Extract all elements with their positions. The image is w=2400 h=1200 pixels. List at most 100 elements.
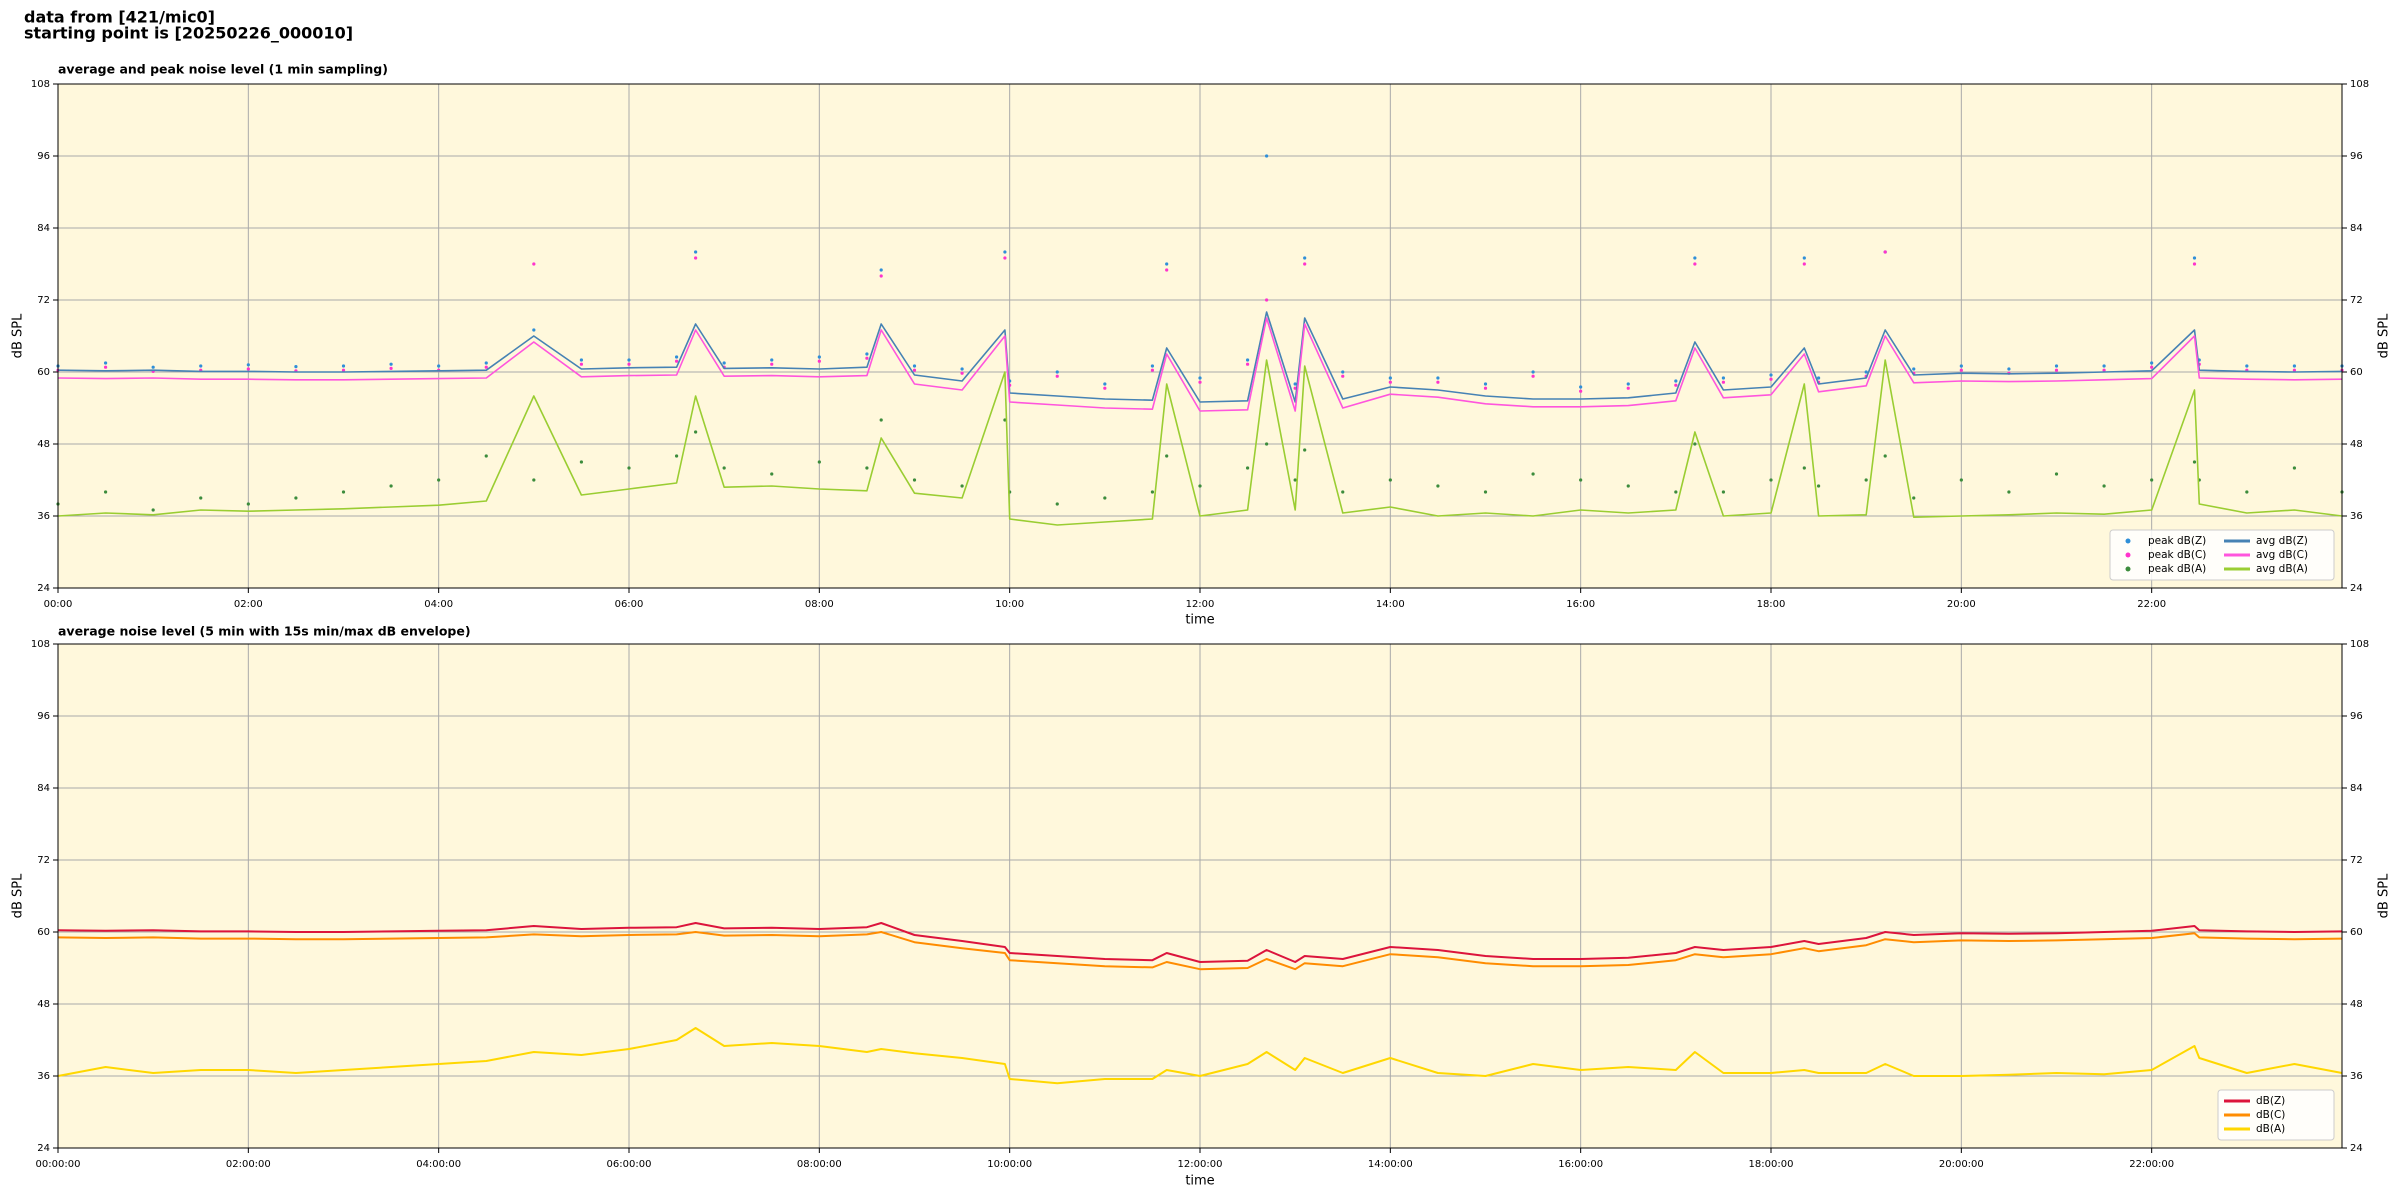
y-tick-label: 108: [31, 639, 50, 650]
y2-tick-label: 96: [2350, 151, 2363, 162]
peak-dot: [817, 359, 821, 363]
peak-dot: [2192, 262, 2197, 266]
peak-dot: [1769, 373, 1773, 377]
peak-dot: [1003, 256, 1007, 260]
peak-dot: [2007, 490, 2011, 494]
peak-dot: [151, 508, 155, 512]
peak-dot: [1303, 448, 1307, 452]
peak-dot: [2150, 365, 2154, 369]
peak-dot: [246, 367, 250, 371]
x-tick-label: 16:00:00: [1558, 1159, 1603, 1170]
peak-dot: [103, 361, 108, 365]
x-tick-label: 00:00:00: [36, 1159, 81, 1170]
peak-dot: [1531, 374, 1535, 378]
peak-dot: [1165, 262, 1169, 266]
peak-dot: [1341, 370, 1345, 374]
x-tick-label: 04:00: [424, 599, 453, 610]
peak-dot: [1303, 262, 1307, 266]
y-tick-label: 96: [37, 711, 50, 722]
peak-dot: [1579, 478, 1583, 482]
y-tick-label: 96: [37, 151, 50, 162]
legend-label: peak dB(A): [2148, 563, 2206, 575]
peak-dot: [151, 365, 155, 369]
peak-dot: [1531, 472, 1535, 476]
y2-tick-label: 36: [2350, 511, 2363, 522]
peak-dot: [1388, 478, 1392, 482]
x-tick-label: 10:00: [995, 599, 1024, 610]
x-tick-label: 02:00: [234, 599, 263, 610]
peak-dot: [484, 361, 488, 365]
peak-dot: [389, 362, 393, 366]
peak-dot: [770, 358, 774, 362]
peak-dot: [294, 365, 298, 369]
peak-dot: [627, 466, 631, 470]
peak-dot: [1693, 256, 1697, 260]
peak-dot: [532, 262, 536, 266]
peak-dot: [1959, 368, 1963, 372]
peak-dot: [294, 496, 298, 500]
y-tick-label: 72: [37, 855, 50, 866]
peak-dot: [1816, 484, 1821, 488]
y-tick-label: 24: [37, 583, 50, 594]
peak-dot: [1912, 496, 1916, 500]
peak-dot: [341, 368, 346, 372]
peak-dot: [1483, 386, 1488, 390]
x-tick-label: 12:00: [1186, 599, 1215, 610]
x-tick-label: 04:00:00: [416, 1159, 461, 1170]
peak-dot: [484, 454, 488, 458]
x-tick-label: 18:00:00: [1749, 1159, 1794, 1170]
peak-dot: [1483, 490, 1488, 494]
peak-dot: [694, 250, 698, 254]
peak-dot: [1693, 442, 1697, 446]
peak-dot: [1674, 383, 1678, 387]
peak-dot: [1769, 377, 1773, 381]
peak-dot: [1293, 382, 1297, 386]
peak-dot: [1721, 380, 1726, 384]
peak-dot: [722, 466, 726, 470]
peak-dot: [1959, 478, 1963, 482]
series-line: [57, 311, 2343, 403]
x-tick-label: 14:00: [1376, 599, 1405, 610]
peak-dot: [1198, 376, 1202, 380]
peak-dot: [1165, 454, 1169, 458]
peak-dot: [1864, 478, 1868, 482]
peak-dot: [879, 268, 883, 272]
peak-dot: [1864, 370, 1868, 374]
peak-dot: [1816, 376, 1821, 380]
peak-dot: [2192, 256, 2197, 260]
peak-dot: [2102, 368, 2106, 372]
peak-dot: [1150, 368, 1155, 372]
peak-dot: [1150, 490, 1155, 494]
y2-tick-label: 72: [2350, 295, 2363, 306]
peak-dot: [103, 365, 108, 369]
peak-dot: [1883, 250, 1887, 254]
y-tick-label: 60: [37, 367, 50, 378]
peak-dot: [1198, 484, 1202, 488]
peak-dot: [1003, 250, 1007, 254]
peak-dot: [1483, 382, 1488, 386]
peak-dot: [2292, 364, 2297, 368]
peak-dot: [1436, 376, 1440, 380]
legend-label: avg dB(Z): [2256, 535, 2308, 547]
legend-label: dB(C): [2256, 1109, 2285, 1121]
peak-dot: [1626, 386, 1630, 390]
peak-dot: [865, 356, 869, 360]
peak-dot: [1245, 358, 1250, 362]
peak-dot: [1674, 379, 1678, 383]
peak-dot: [1265, 442, 1269, 446]
x-tick-label: 06:00:00: [607, 1159, 652, 1170]
peak-dot: [1303, 256, 1307, 260]
peak-dot: [1198, 380, 1202, 384]
legend-label: peak dB(C): [2148, 549, 2206, 561]
x-tick-label: 22:00:00: [2129, 1159, 2174, 1170]
chart-title: average and peak noise level (1 min samp…: [58, 62, 388, 77]
legend-label: peak dB(Z): [2148, 535, 2206, 547]
peak-dot: [770, 472, 774, 476]
legend-marker: [2125, 552, 2131, 558]
x-tick-label: 08:00: [805, 599, 834, 610]
peak-dot: [1245, 362, 1250, 366]
y2-tick-label: 96: [2350, 711, 2363, 722]
peak-dot: [1436, 380, 1440, 384]
peak-dot: [1579, 385, 1583, 389]
peak-dot: [1693, 262, 1697, 266]
